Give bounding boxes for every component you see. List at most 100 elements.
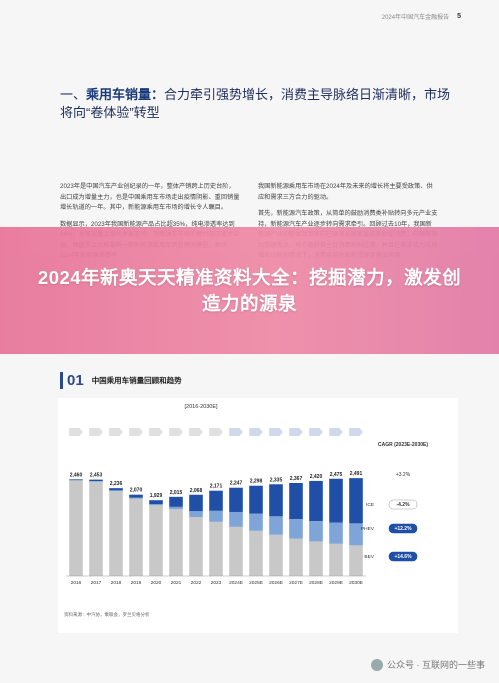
bar-ice-2018 — [109, 491, 123, 576]
x-tick-2019: 2019 — [131, 580, 142, 586]
bar-phev-2028E — [309, 521, 323, 542]
title-rest: 合力牵引强势增长，消费主导脉络日渐清晰，市场将向“卷体验”转型 — [60, 87, 451, 120]
cagr-value-ice: -4.2% — [396, 502, 410, 508]
bar-bev-2019 — [129, 494, 143, 498]
year-marker-2016 — [69, 428, 83, 436]
bar-phev-2025E — [249, 513, 263, 531]
period-label: [2016-2030E] — [184, 404, 217, 410]
year-marker-2028E — [309, 428, 323, 436]
bar-bev-2026E — [269, 484, 283, 517]
x-tick-2026E: 2026E — [269, 580, 283, 586]
bar-bev-2025E — [249, 485, 263, 514]
bar-phev-2022 — [189, 511, 203, 518]
total-label-2027E: 2,367 — [290, 476, 303, 482]
bar-phev-2023 — [209, 510, 223, 522]
bar-bev-2017 — [89, 479, 103, 482]
total-label-2030E: 2,491 — [350, 471, 363, 477]
x-tick-2028E: 2028E — [309, 580, 323, 586]
bar-phev-2020 — [149, 504, 163, 506]
bar-bev-2023 — [209, 490, 223, 511]
series-label-ice: ICE — [366, 502, 374, 508]
year-marker-2024E — [229, 428, 243, 436]
total-label-2022: 2,068 — [190, 488, 203, 494]
total-label-2019: 2,070 — [130, 488, 143, 494]
year-marker-2029E — [329, 428, 343, 436]
bar-bev-2027E — [289, 483, 303, 520]
bar-bev-2028E — [309, 480, 323, 521]
header-doc-title: 2024年中国汽车金融报告 — [381, 15, 450, 21]
headline-banner: 2024年新奥天天精准资料大全：挖掘潜力，激发创造力的源泉 — [0, 227, 499, 354]
section-number: 01 — [60, 372, 84, 389]
bar-ice-2030E — [349, 545, 363, 576]
bar-ice-2022 — [189, 517, 203, 576]
cagr-badge-ice — [388, 499, 418, 510]
year-marker-2023 — [209, 428, 223, 436]
bar-ice-2021 — [169, 509, 183, 576]
right-paragraph-1: 我国新能源乘用车市场在2024年及未来的增长将主要受政策、供应和需求三方合力的驱… — [258, 183, 433, 201]
bar-bev-2016 — [69, 479, 83, 481]
cagr-badge-phev — [388, 523, 418, 534]
total-label-2017: 2,453 — [90, 473, 103, 479]
bar-bev-2024E — [229, 487, 243, 512]
bar-ice-2017 — [89, 481, 103, 576]
bar-bev-2018 — [109, 488, 123, 491]
bar-phev-2018 — [109, 490, 123, 492]
year-marker-2020 — [149, 428, 163, 436]
total-label-2023: 2,171 — [210, 484, 223, 490]
year-marker-2025E — [249, 428, 263, 436]
x-tick-2018: 2018 — [111, 580, 122, 586]
sales-chart: [2016-2030E] 2,460 2016 2,453 2017 2,236 2018 2… — [66, 404, 428, 586]
bar-ice-2026E — [269, 534, 283, 576]
bar-bev-2029E — [329, 478, 343, 523]
x-tick-2020: 2020 — [151, 580, 162, 586]
wechat-icon — [371, 658, 383, 671]
cagr-value-bev: +14.6% — [394, 554, 412, 560]
year-marker-2019 — [129, 428, 143, 436]
watermark: 公众号 · 互联网的一些事 — [371, 658, 485, 671]
bar-bev-2021 — [169, 496, 183, 507]
bar-ice-2028E — [309, 541, 323, 576]
bar-phev-2026E — [269, 516, 283, 535]
total-label-2029E: 2,475 — [330, 472, 343, 478]
source-note: 资料来源：中汽协，乘联会，罗兰贝格分析 — [64, 612, 150, 617]
banner-text: 2024年新奥天天精准资料大全：挖掘潜力，激发创造力的源泉 — [37, 266, 462, 314]
title-highlight: 乘用车销量： — [86, 87, 165, 102]
bar-ice-2020 — [149, 505, 163, 576]
bar-ice-2027E — [289, 538, 303, 576]
watermark-text: 公众号 · 互联网的一些事 — [387, 660, 485, 670]
sales-chart-container: [2016-2030E] 2,460 2016 2,453 2017 2,236 2018 2… — [58, 398, 458, 633]
x-tick-2021: 2021 — [171, 580, 182, 586]
cagr-title: CAGR (2023E-2030E) — [378, 442, 428, 448]
section-title: 一、乘用车销量：合力牵引强势增长，消费主导脉络日渐清晰，市场将向“卷体验”转型 — [60, 86, 460, 122]
series-label-phev: PHEV — [361, 526, 375, 532]
total-label-2020: 1,929 — [150, 493, 163, 499]
bar-phev-2030E — [349, 523, 363, 546]
bar-ice-2029E — [329, 543, 343, 576]
bar-bev-2020 — [149, 500, 163, 505]
year-marker-2017 — [89, 428, 103, 436]
bar-ice-2019 — [129, 498, 143, 576]
x-tick-2029E: 2029E — [329, 580, 343, 586]
bar-ice-2024E — [229, 526, 243, 576]
year-marker-2030E — [349, 428, 363, 436]
year-marker-2018 — [109, 428, 123, 436]
x-tick-2022: 2022 — [191, 580, 202, 586]
total-label-2026E: 2,335 — [270, 477, 283, 483]
cagr-badge-bev — [388, 551, 418, 562]
bar-phev-2029E — [329, 522, 343, 544]
bar-ice-2016 — [69, 480, 83, 576]
x-tick-2023: 2023 — [211, 580, 222, 586]
year-marker-2027E — [289, 428, 303, 436]
x-tick-2025E: 2025E — [249, 580, 263, 586]
total-label-2021: 2,015 — [170, 490, 183, 496]
bar-phev-2027E — [289, 519, 303, 539]
x-tick-2024E: 2024E — [229, 580, 243, 586]
bar-ice-2025E — [249, 530, 263, 576]
year-marker-2022 — [189, 428, 203, 436]
cagr-value-phev: +12.2% — [394, 526, 412, 532]
bar-bev-2030E — [349, 478, 363, 524]
total-label-2016: 2,460 — [70, 472, 83, 478]
page-header: 2024年中国汽车金融报告 5 — [382, 12, 461, 21]
total-cagr: +3.2% — [396, 472, 411, 478]
